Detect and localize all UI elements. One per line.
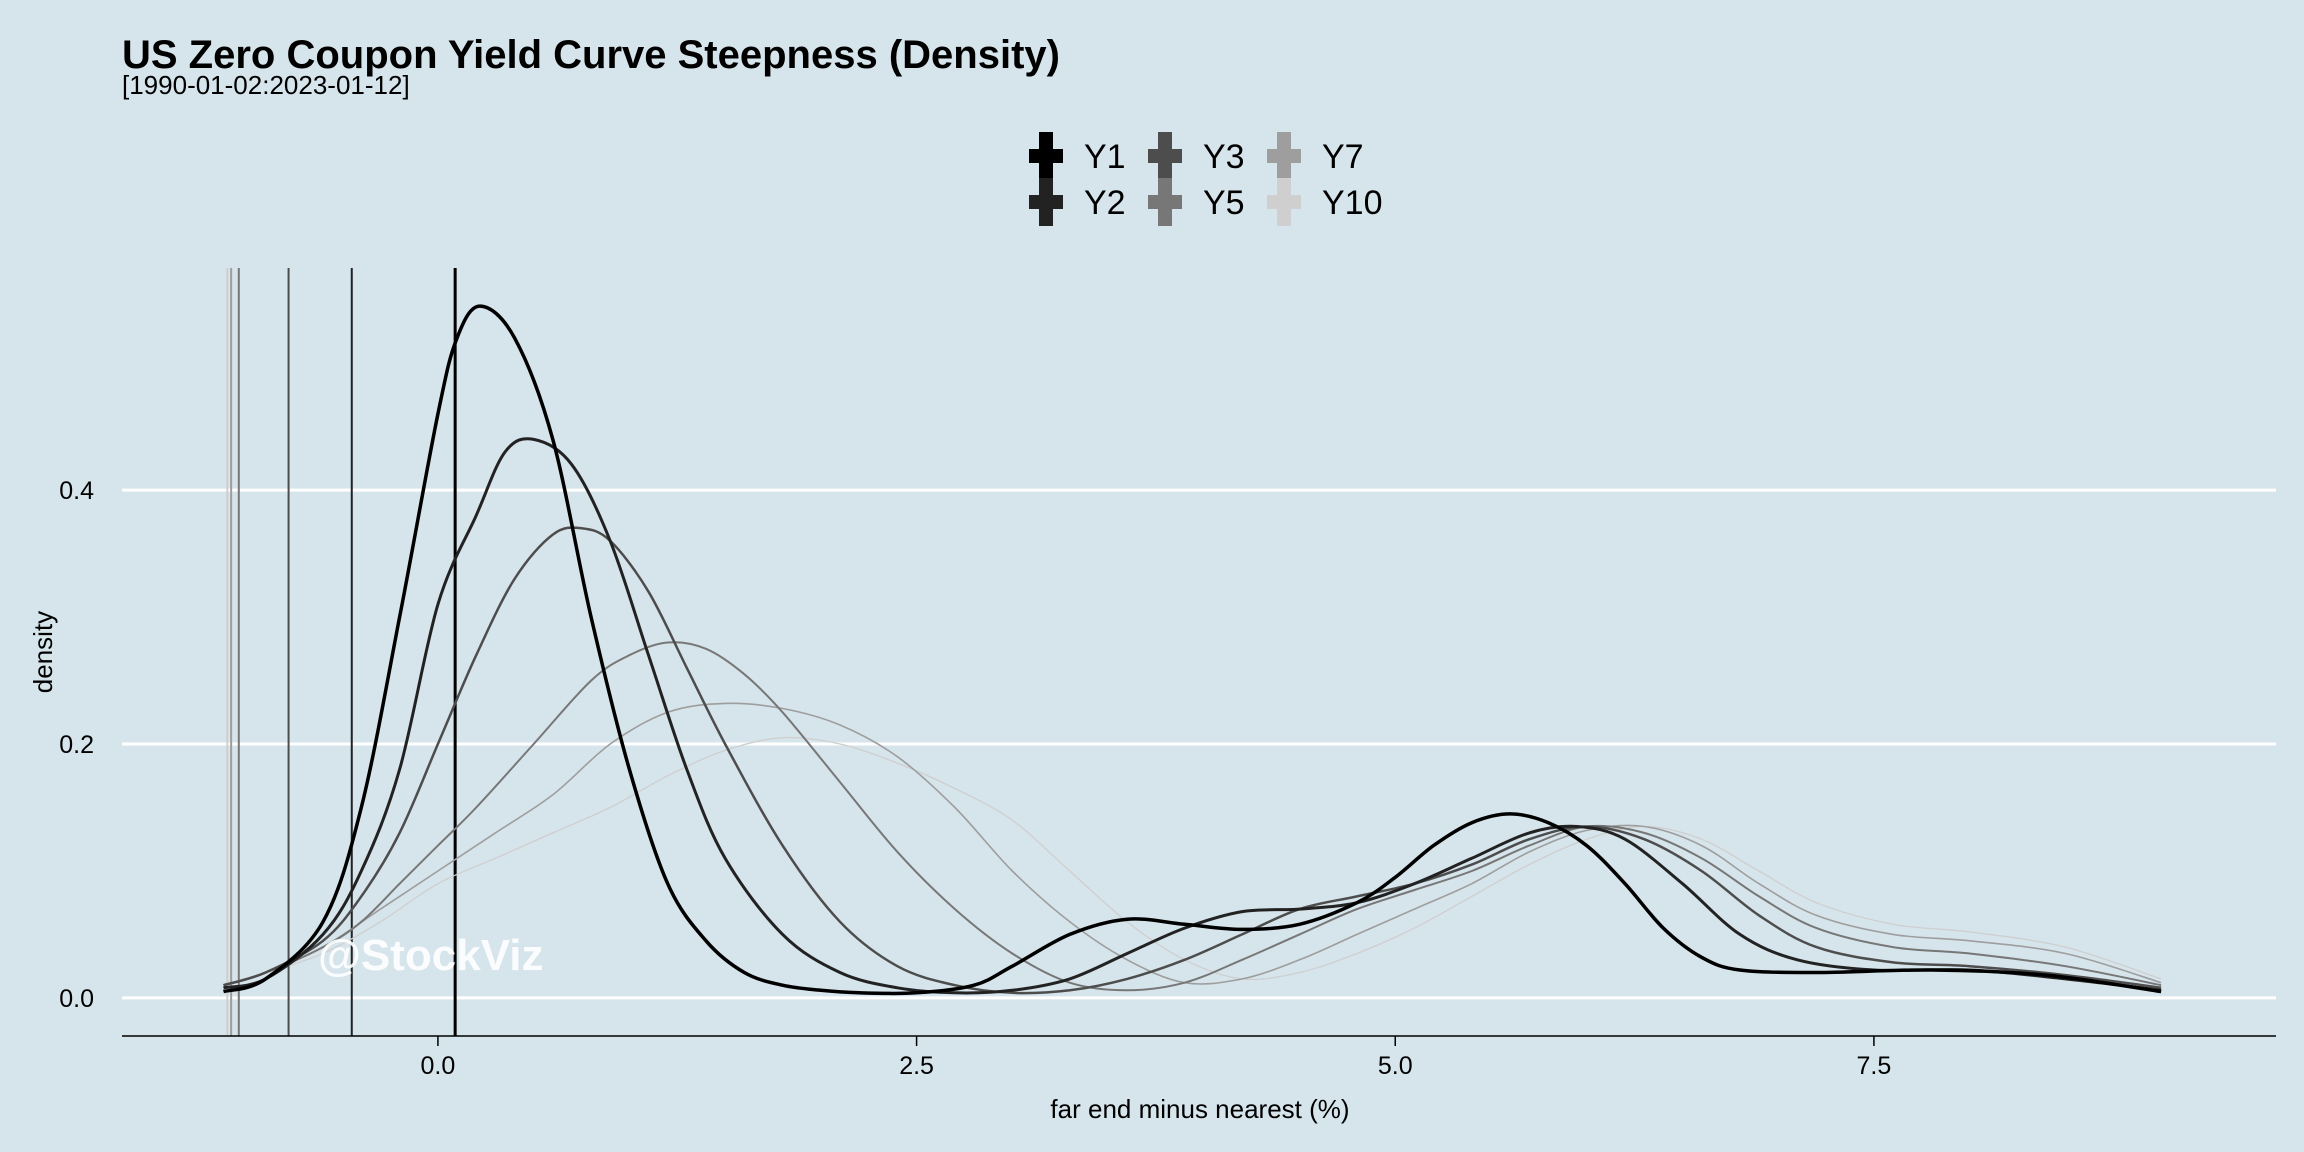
legend-item-y3: Y3 [1148,132,1245,180]
legend-key-horizontal [1267,195,1301,209]
legend-key-horizontal [1148,149,1182,163]
x-axis-label: far end minus nearest (%) [1050,1094,1349,1124]
legend-key-horizontal [1148,195,1182,209]
y-tick-label: 0.2 [59,731,94,759]
legend-item-y7: Y7 [1267,132,1364,180]
legend-label: Y7 [1322,138,1364,176]
legend-key-horizontal [1267,149,1301,163]
legend: Y1 Y2 Y3 Y5 Y7 Y10 [1029,132,1383,226]
x-tick-label: 5.0 [1378,1052,1413,1080]
legend-label: Y2 [1084,184,1126,222]
y-tick-label: 0.0 [59,985,94,1013]
legend-label: Y1 [1084,138,1126,176]
x-tick-label: 7.5 [1857,1052,1892,1080]
x-tick-label: 0.0 [421,1052,456,1080]
gridlines: 0.0 0.2 0.4 [59,477,2276,1013]
legend-label: Y3 [1203,138,1245,176]
chart-title: US Zero Coupon Yield Curve Steepness (De… [122,33,1060,77]
series-line-y5 [223,641,2162,992]
chart-subtitle: [1990-01-02:2023-01-12] [122,70,410,100]
series-line-y10 [223,736,2162,986]
series-line-y1 [222,304,2162,996]
legend-label: Y10 [1322,184,1383,222]
legend-item-y2: Y2 [1029,178,1126,226]
legend-label: Y5 [1203,184,1245,222]
y-tick-label: 0.4 [59,477,94,505]
legend-item-y1: Y1 [1029,132,1126,180]
series-line-y2 [223,437,2162,995]
x-tick-label: 2.5 [899,1052,934,1080]
legend-item-y10: Y10 [1267,178,1383,226]
reference-lines [226,268,457,1036]
y-axis-label: density [28,611,58,693]
watermark: @StockViz [318,931,544,980]
series-line-y7 [223,702,2162,986]
legend-key-horizontal [1029,195,1063,209]
density-curves [222,304,2162,996]
legend-key-horizontal [1029,149,1063,163]
series-line-y3 [223,526,2162,995]
axes: 0.0 2.5 5.0 7.5 [122,1035,2276,1080]
legend-item-y5: Y5 [1148,178,1245,226]
